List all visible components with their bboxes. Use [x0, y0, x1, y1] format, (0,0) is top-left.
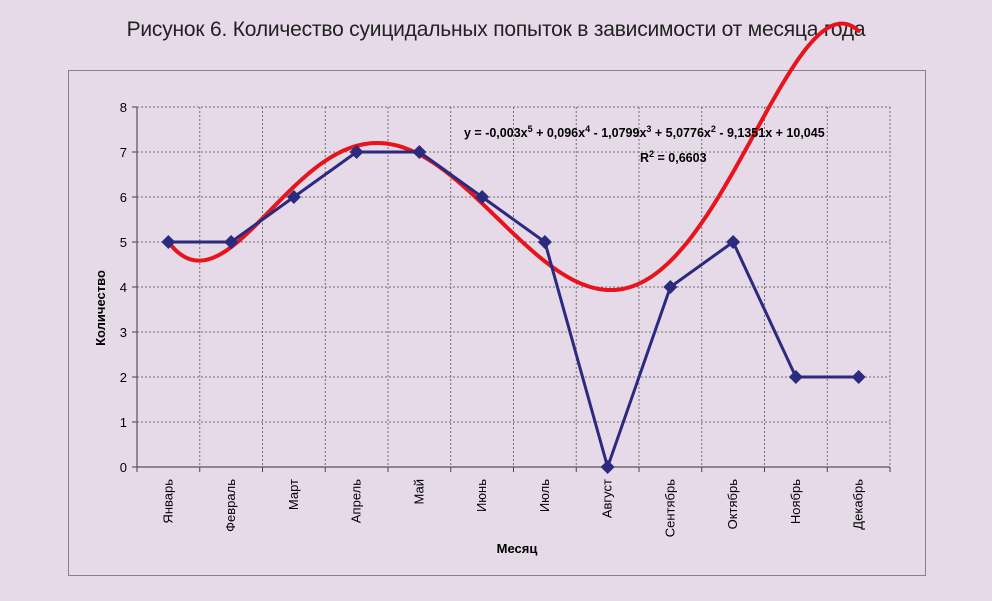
data-point	[224, 235, 239, 249]
y-tick-label: 3	[120, 325, 127, 340]
grid-lines	[137, 106, 891, 467]
x-tick-label: Ноябрь	[788, 479, 803, 524]
x-tick-label: Сентябрь	[662, 479, 677, 537]
x-tick-label: Апрель	[349, 479, 364, 523]
x-tick-label: Август	[600, 479, 615, 518]
data-point	[349, 145, 364, 159]
y-tick-label: 0	[120, 460, 127, 475]
series-group	[168, 150, 859, 469]
data-point	[161, 235, 176, 249]
y-tick-labels: 0 1 2 3 4 5 6 7 8	[120, 100, 127, 475]
x-tick-label: Январь	[160, 479, 175, 524]
trendline	[166, 21, 861, 293]
data-point	[286, 190, 301, 204]
figure-title: Рисунок 6. Количество суицидальных попыт…	[126, 18, 866, 41]
series-line	[168, 150, 859, 469]
data-point	[726, 235, 741, 249]
trendline-equation: y = -0,003x5 + 0,096x4 - 1,0799x3 + 5,07…	[464, 124, 825, 140]
y-tick-label: 6	[120, 190, 127, 205]
chart-frame	[68, 70, 926, 576]
axes	[132, 106, 891, 472]
x-tick-label: Июнь	[474, 479, 489, 512]
x-tick-label: Декабрь	[851, 479, 866, 530]
x-tick-labels: Январь Февраль Март Апрель Май Июнь Июль Август…	[160, 479, 865, 537]
x-axis-title: Месяц	[497, 541, 538, 556]
y-tick-label: 1	[120, 415, 127, 430]
x-tick-label: Март	[286, 479, 301, 510]
data-point	[475, 190, 490, 204]
y-tick-label: 7	[120, 145, 127, 160]
x-tick-label: Май	[411, 479, 426, 504]
y-axis-title: Количество	[93, 270, 108, 346]
x-tick-label: Июль	[537, 479, 552, 512]
y-tick-label: 5	[120, 235, 127, 250]
y-tick-label: 8	[120, 100, 127, 115]
trendline-group	[166, 21, 861, 293]
data-markers	[161, 145, 866, 474]
y-tick-label: 2	[120, 370, 127, 385]
data-point	[537, 235, 552, 249]
data-point	[663, 280, 678, 294]
data-point	[412, 145, 427, 159]
data-point	[600, 460, 615, 474]
data-point	[851, 370, 866, 384]
y-tick-label: 4	[120, 280, 127, 295]
data-point	[788, 370, 803, 384]
trendline-r-squared: R2 = 0,6603	[640, 149, 707, 165]
x-tick-label: Октябрь	[725, 479, 740, 530]
x-tick-label: Февраль	[223, 479, 238, 532]
